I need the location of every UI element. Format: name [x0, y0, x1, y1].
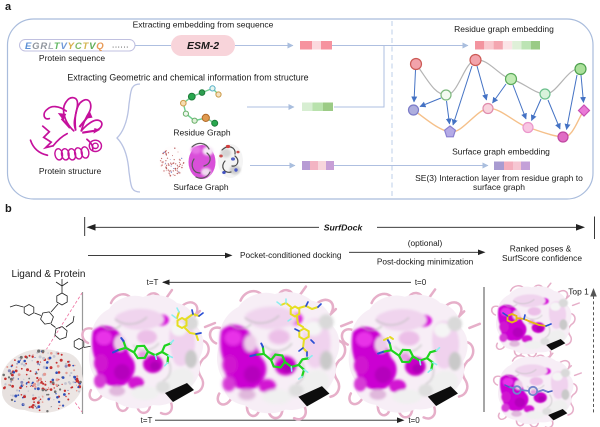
svg-text:Ligand & Protein: Ligand & Protein: [12, 269, 86, 280]
svg-text:Extracting Geometric and chemi: Extracting Geometric and chemical inform…: [67, 73, 308, 83]
svg-text:t=0: t=0: [415, 278, 427, 287]
svg-text:Post-docking minimization: Post-docking minimization: [377, 257, 474, 267]
svg-text:SurfScore confidence: SurfScore confidence: [502, 253, 582, 263]
svg-text:ESM-2: ESM-2: [187, 40, 219, 52]
svg-text:Residue graph embedding: Residue graph embedding: [454, 24, 554, 34]
svg-text:Protein structure: Protein structure: [39, 166, 102, 176]
svg-text:SurfDock: SurfDock: [324, 222, 364, 232]
svg-text:SE(3) Interaction layer from r: SE(3) Interaction layer from residue gra…: [415, 173, 583, 183]
svg-text:t=T: t=T: [147, 278, 159, 287]
svg-text:surface graph: surface graph: [473, 182, 525, 192]
svg-text:Extracting embedding from sequ: Extracting embedding from sequence: [133, 20, 274, 30]
svg-text:(optional): (optional): [408, 238, 443, 248]
svg-text:......: ......: [112, 41, 129, 50]
svg-text:Residue Graph: Residue Graph: [173, 128, 230, 138]
svg-text:t=0: t=0: [408, 416, 420, 425]
svg-text:EGRLTVYCTVQ: EGRLTVYCTVQ: [25, 41, 104, 52]
svg-text:a: a: [5, 1, 12, 13]
svg-text:Top 1: Top 1: [568, 287, 589, 297]
svg-text:Ranked poses &: Ranked poses &: [510, 244, 572, 254]
svg-text:Pocket-conditioned docking: Pocket-conditioned docking: [240, 250, 342, 260]
svg-text:b: b: [5, 203, 12, 215]
svg-text:Surface graph embedding: Surface graph embedding: [452, 147, 550, 157]
svg-text:Surface Graph: Surface Graph: [173, 182, 229, 192]
svg-text:Protein sequence: Protein sequence: [39, 53, 105, 63]
svg-text:t=T: t=T: [141, 416, 153, 425]
